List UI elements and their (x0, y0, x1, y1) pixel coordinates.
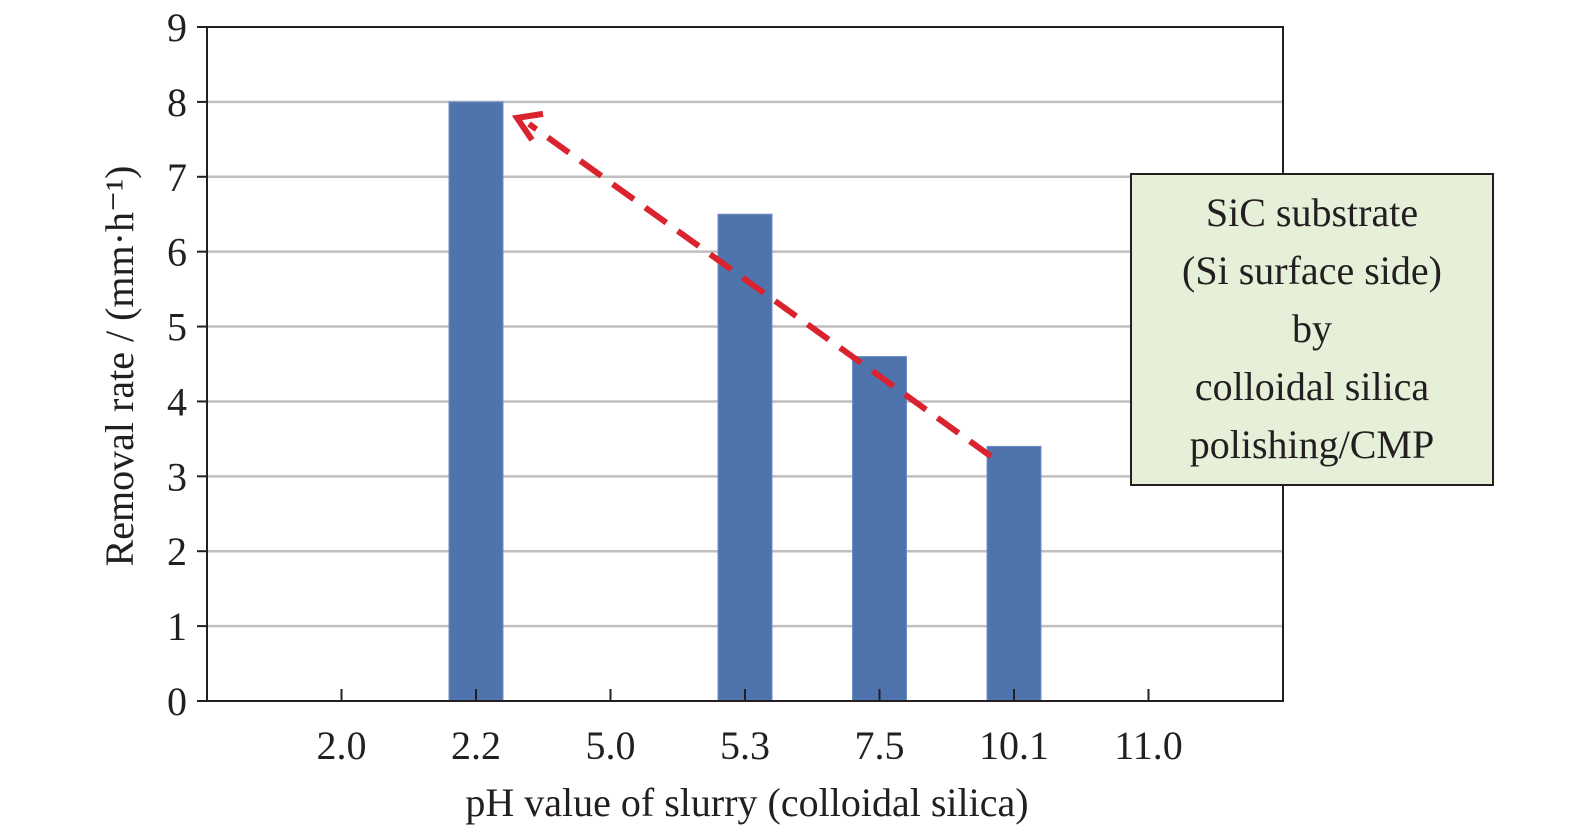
x-tick-label: 5.3 (720, 723, 770, 768)
annotation-line: polishing/CMP (1190, 422, 1435, 467)
annotation-box-frame (1130, 173, 1494, 486)
y-tick-label: 9 (167, 5, 187, 50)
x-tick-label: 11.0 (1114, 723, 1183, 768)
bar-7.5 (852, 356, 907, 702)
annotation-box: SiC substrate (Si surface side) by colloida… (1130, 173, 1494, 486)
annotation-line: SiC substrate (1206, 190, 1418, 235)
annotation-line: by (1292, 306, 1332, 351)
y-tick-label: 1 (167, 604, 187, 649)
trend-arrow-head (511, 110, 544, 142)
y-tick-label: 6 (167, 230, 187, 275)
x-axis-title: pH value of slurry (colloidal silica) (465, 780, 1028, 825)
trend-arrow-line (527, 121, 993, 459)
x-tick-label: 10.1 (979, 723, 1049, 768)
x-tick-label: 7.5 (855, 723, 905, 768)
x-tick-label: 2.2 (451, 723, 501, 768)
annotation-line: (Si surface side) (1182, 248, 1442, 293)
y-tick-label: 8 (167, 80, 187, 125)
y-tick-label: 4 (167, 379, 187, 424)
y-tick-label: 5 (167, 305, 187, 350)
y-tick-label: 3 (167, 454, 187, 499)
y-tick-label: 7 (167, 155, 187, 200)
y-axis-title: Removal rate / (mm·h⁻¹) (97, 166, 142, 567)
x-tick-label: 2.0 (317, 723, 367, 768)
x-tick-label: 5.0 (586, 723, 636, 768)
y-tick-label: 0 (167, 679, 187, 724)
y-tick-label: 2 (167, 529, 187, 574)
bar-2.2 (448, 101, 504, 702)
bar-5.3 (717, 213, 773, 702)
bar-10.1 (986, 445, 1042, 702)
trend-arrow (511, 110, 993, 459)
annotation-line: colloidal silica (1195, 364, 1430, 409)
bars (448, 101, 1042, 702)
axis-ticks: 0 1 2 3 4 5 6 7 8 9 2.0 2.2 5.0 5.3 7.5 10.1 11.0 (167, 5, 1183, 768)
